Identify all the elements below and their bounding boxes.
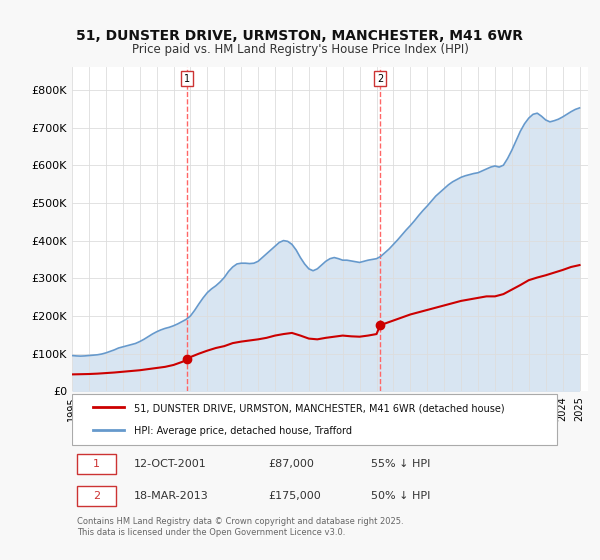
Text: 2: 2 [377, 73, 383, 83]
Text: 18-MAR-2013: 18-MAR-2013 [134, 491, 209, 501]
Text: Price paid vs. HM Land Registry's House Price Index (HPI): Price paid vs. HM Land Registry's House … [131, 43, 469, 56]
Text: Contains HM Land Registry data © Crown copyright and database right 2025.
This d: Contains HM Land Registry data © Crown c… [77, 517, 404, 536]
Text: 2: 2 [92, 491, 100, 501]
Text: £87,000: £87,000 [268, 459, 314, 469]
Text: £175,000: £175,000 [268, 491, 321, 501]
Text: 12-OCT-2001: 12-OCT-2001 [134, 459, 206, 469]
Text: 51, DUNSTER DRIVE, URMSTON, MANCHESTER, M41 6WR: 51, DUNSTER DRIVE, URMSTON, MANCHESTER, … [77, 29, 523, 44]
FancyBboxPatch shape [72, 394, 557, 445]
Text: 50% ↓ HPI: 50% ↓ HPI [371, 491, 431, 501]
FancyBboxPatch shape [77, 454, 116, 474]
Text: 55% ↓ HPI: 55% ↓ HPI [371, 459, 431, 469]
Text: 1: 1 [184, 73, 190, 83]
FancyBboxPatch shape [77, 487, 116, 506]
Text: 51, DUNSTER DRIVE, URMSTON, MANCHESTER, M41 6WR (detached house): 51, DUNSTER DRIVE, URMSTON, MANCHESTER, … [134, 403, 505, 413]
Text: HPI: Average price, detached house, Trafford: HPI: Average price, detached house, Traf… [134, 426, 352, 436]
Text: 1: 1 [93, 459, 100, 469]
